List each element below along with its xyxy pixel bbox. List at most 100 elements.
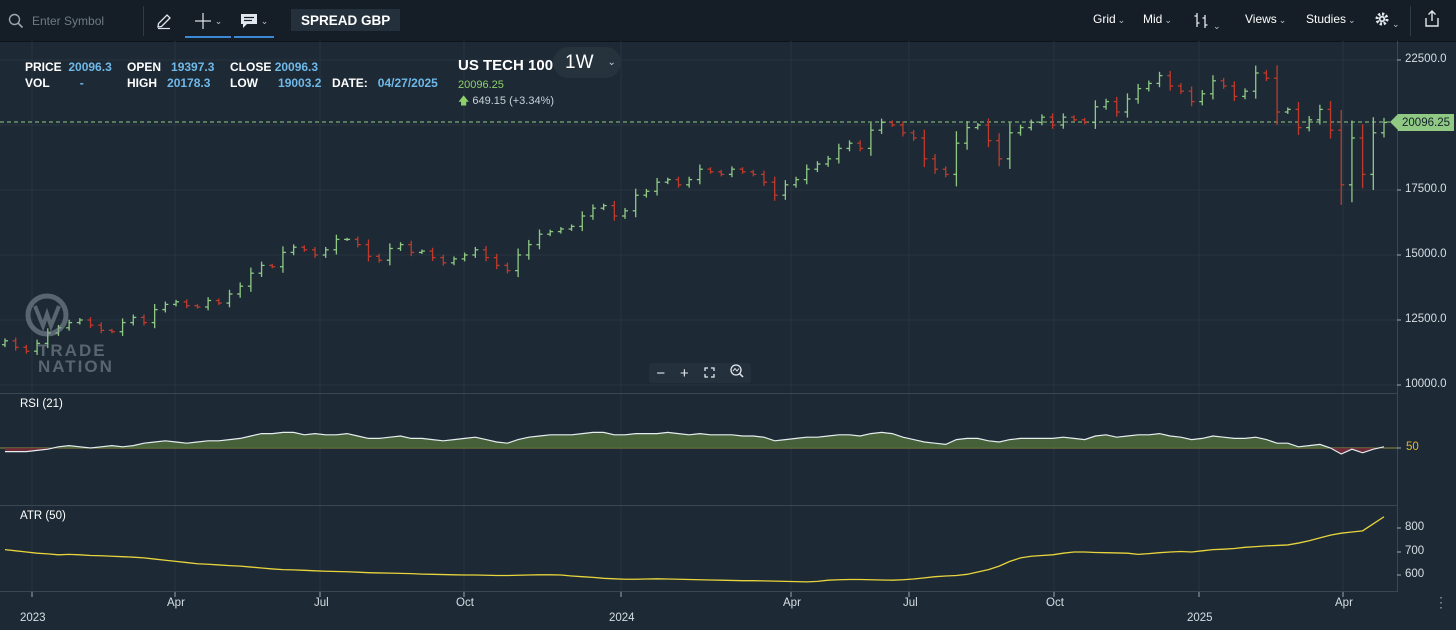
price-change: 🡅 649.15 (+3.34%): [458, 95, 555, 107]
high-readout: HIGH 20178.3: [127, 76, 211, 90]
ohlc-bar: [1327, 101, 1334, 139]
ohlc-bar: [1306, 116, 1313, 132]
ohlc-bar: [825, 155, 832, 167]
chevron-down-icon: ⌄: [1278, 15, 1287, 25]
ohlc-bar: [1049, 113, 1056, 129]
atr-indicator: [4, 516, 1385, 583]
ohlc-bar: [450, 256, 457, 266]
chevron-down-icon: ⌄: [1213, 21, 1221, 31]
more-options-icon[interactable]: ⋮: [1434, 594, 1448, 610]
ohlc-bar: [899, 121, 906, 137]
x-tick-label: Apr: [783, 597, 801, 609]
ohlc-bar: [557, 227, 564, 234]
ohlc-bar: [1070, 115, 1077, 122]
logo-mark-icon: [25, 293, 69, 337]
ohlc-bar: [312, 246, 319, 258]
y-tick-label: 22500.0: [1405, 53, 1447, 65]
ohlc-bar: [718, 169, 725, 177]
arrow-up-icon: 🡅: [458, 95, 470, 107]
open-readout: OPEN 19397.3: [127, 60, 215, 74]
ohlc-bar: [1113, 96, 1120, 117]
zoom-out-button[interactable]: −: [656, 364, 666, 382]
crosshair-tool-button[interactable]: ⌄: [185, 6, 231, 38]
ohlc-bar: [835, 143, 842, 164]
rsi-label[interactable]: RSI (21): [20, 398, 63, 410]
ohlc-bar: [1103, 98, 1110, 110]
ohlc-bar: [1295, 101, 1302, 136]
ohlc-bar: [173, 299, 180, 307]
ohlc-bar: [889, 120, 896, 127]
comment-tool-button[interactable]: ⌄: [234, 6, 274, 38]
fit-screen-button[interactable]: [704, 365, 715, 382]
grid-menu[interactable]: Grid ⌄: [1093, 12, 1126, 26]
ohlc-bar: [921, 129, 928, 168]
ohlc-bar: [1199, 90, 1206, 106]
ohlc-bar: [34, 339, 41, 355]
x-tick-label: Oct: [1046, 597, 1064, 609]
ohlc-bar: [12, 337, 19, 351]
toolbar-divider: [1410, 6, 1411, 36]
zoom-reset-icon: [729, 364, 744, 378]
ohlc-bar: [1188, 86, 1195, 107]
ohlc-bar: [1274, 65, 1281, 125]
ohlc-bar: [675, 176, 682, 188]
ohlc-bar: [418, 249, 425, 254]
mid-menu[interactable]: Mid ⌄: [1143, 12, 1172, 26]
ohlc-bar: [611, 200, 618, 221]
spread-button[interactable]: SPREAD GBP: [291, 9, 401, 31]
chevron-down-icon: ⌄: [1392, 19, 1400, 29]
settings-menu[interactable]: ⌄: [1374, 11, 1400, 30]
ohlc-bar: [344, 237, 351, 241]
zoom-in-button[interactable]: +: [680, 364, 689, 382]
top-toolbar: Enter Symbol ⌄ ⌄ SPREAD GBP Grid ⌄ Mid ⌄ ⌄…: [0, 0, 1456, 42]
ohlc-bar: [66, 319, 73, 331]
ohlc-bar: [279, 246, 286, 273]
reset-zoom-button[interactable]: [729, 364, 744, 382]
bar-style-menu[interactable]: ⌄: [1193, 11, 1221, 32]
x-tick-label: Apr: [1335, 597, 1353, 609]
ohlc-bar: [386, 243, 393, 266]
export-button[interactable]: [1423, 9, 1441, 32]
ohlc-bar: [301, 245, 308, 252]
ohlc-bar: [483, 246, 490, 262]
ohlc-bar: [547, 229, 554, 237]
ohlc-bar: [493, 253, 500, 270]
ohlc-bar: [686, 176, 693, 188]
pencil-icon: [157, 14, 171, 30]
ohlc-bar: [996, 133, 1003, 167]
atr-tick-label: 700: [1405, 545, 1425, 557]
ohlc-bar: [247, 267, 254, 292]
ohlc-bar: [974, 123, 981, 130]
studies-menu[interactable]: Studies ⌄: [1306, 12, 1356, 26]
x-tick-label: Jul: [903, 597, 918, 609]
chevron-down-icon: ⌄: [1348, 15, 1356, 25]
ohlc-bar: [654, 177, 661, 196]
views-menu[interactable]: Views ⌄: [1245, 12, 1287, 26]
ohlc-bar: [258, 261, 265, 277]
ohlc-bar: [151, 304, 158, 329]
atr-label[interactable]: ATR (50): [20, 510, 66, 522]
ohlc-bar: [846, 140, 853, 152]
draw-tool-button[interactable]: [151, 6, 177, 36]
timeframe-selector[interactable]: 1W ⌄: [553, 47, 621, 78]
ohlc-bar: [205, 297, 212, 311]
ohlc-bar: [910, 129, 917, 141]
low-readout: LOW 19003.2: [230, 76, 322, 90]
ohlc-bar: [622, 207, 629, 219]
ohlc-bar: [354, 236, 361, 248]
pane-separators: [0, 41, 1398, 592]
chevron-down-icon: ⌄: [1117, 15, 1126, 25]
search-icon: [8, 13, 24, 29]
ohlc-bar: [1381, 117, 1387, 138]
comment-icon: [240, 14, 257, 28]
ohlc-bar: [322, 246, 329, 258]
ohlc-bar: [429, 247, 436, 261]
ohlc-bar: [1017, 124, 1024, 136]
search-input[interactable]: Enter Symbol: [32, 14, 105, 28]
ohlc-bar: [408, 240, 415, 257]
symbol-search[interactable]: Enter Symbol: [8, 7, 140, 35]
ohlc-bar: [760, 170, 767, 186]
ohlc-bar: [1316, 104, 1323, 125]
ohlc-bar: [162, 301, 169, 313]
